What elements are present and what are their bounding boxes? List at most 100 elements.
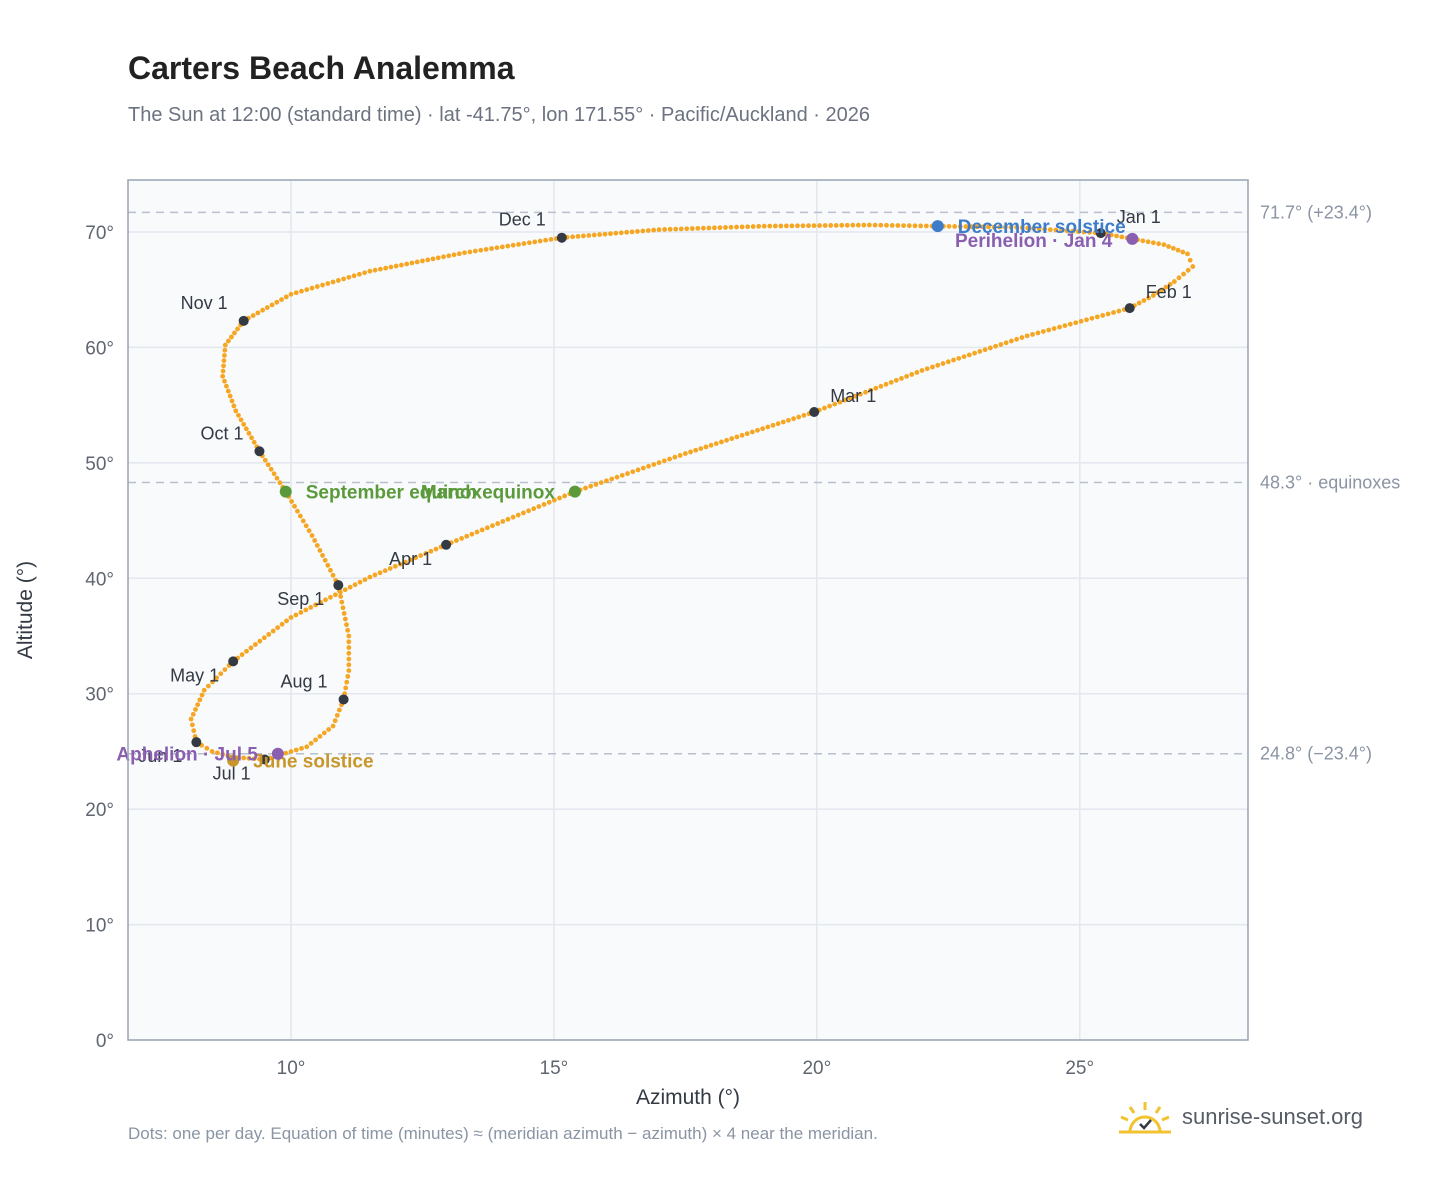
daily-sun-dot	[946, 223, 952, 229]
daily-sun-dot	[673, 226, 679, 232]
event-label: September equinox	[306, 483, 483, 504]
daily-sun-dot	[899, 375, 904, 381]
event-label: Aphelion · Jul 5	[116, 745, 258, 766]
daily-sun-dot	[308, 605, 314, 610]
daily-sun-dot	[991, 224, 997, 230]
daily-sun-dot	[510, 242, 516, 248]
daily-sun-dot	[464, 533, 470, 539]
daily-sun-dot	[1036, 226, 1042, 232]
daily-sun-dot	[832, 401, 838, 407]
daily-sun-dot	[734, 224, 739, 230]
daily-sun-dot	[729, 436, 735, 442]
daily-sun-dot	[306, 528, 312, 534]
daily-sun-dot	[346, 650, 352, 656]
daily-sun-dot	[901, 223, 906, 228]
month-marker	[556, 232, 567, 243]
daily-sun-dot	[404, 261, 410, 267]
daily-sun-dot	[257, 638, 263, 644]
daily-sun-dot	[299, 288, 304, 294]
daily-sun-dot	[392, 563, 398, 569]
daily-sun-dot	[693, 447, 699, 453]
daily-sun-dot	[268, 466, 274, 472]
daily-sun-dot	[541, 502, 547, 507]
daily-sun-dot	[868, 387, 874, 393]
daily-sun-dot	[191, 728, 197, 734]
month-label: Feb 1	[1146, 282, 1192, 302]
month-label: Oct 1	[200, 423, 243, 443]
daily-sun-dot	[330, 723, 336, 729]
daily-sun-dot	[325, 281, 331, 286]
daily-sun-dot	[786, 417, 791, 423]
daily-sun-dot	[299, 745, 304, 751]
daily-sun-dot	[284, 618, 289, 624]
daily-sun-dot	[723, 225, 728, 230]
x-axis-label: Azimuth (°)	[636, 1086, 740, 1109]
daily-sun-dot	[214, 750, 220, 756]
daily-sun-dot	[1008, 338, 1014, 344]
month-label: Apr 1	[389, 549, 432, 569]
daily-sun-dot	[425, 257, 431, 263]
daily-sun-dot	[397, 561, 403, 567]
daily-sun-dot	[195, 702, 201, 708]
daily-sun-dot	[330, 279, 336, 285]
daily-sun-dot	[340, 605, 346, 611]
daily-sun-dot	[221, 363, 226, 369]
daily-sun-dot	[667, 456, 672, 462]
daily-sun-dot	[837, 399, 843, 405]
daily-sun-dot	[822, 405, 827, 411]
brand[interactable]: sunrise-sunset.org	[1118, 1100, 1363, 1134]
daily-sun-dot	[739, 224, 745, 230]
daily-sun-dot	[863, 389, 868, 395]
month-marker	[1124, 303, 1135, 314]
daily-sun-dot	[1040, 329, 1046, 334]
month-marker	[191, 737, 202, 748]
daily-sun-dot	[314, 284, 320, 289]
daily-sun-dot	[1166, 244, 1172, 249]
daily-sun-dot	[293, 747, 299, 753]
daily-sun-dot	[526, 240, 532, 246]
month-marker	[259, 754, 270, 765]
reference-line-label: 48.3° · equinoxes	[1260, 472, 1400, 492]
daily-sun-dot	[827, 403, 832, 409]
daily-sun-dot	[521, 510, 526, 516]
daily-sun-dot	[1089, 315, 1095, 321]
daily-sun-dot	[1155, 290, 1160, 296]
daily-sun-dot	[744, 431, 750, 437]
daily-sun-dot	[712, 225, 717, 231]
daily-sun-dot	[945, 359, 951, 365]
daily-sun-dot	[688, 449, 693, 455]
daily-sun-dot	[339, 599, 345, 605]
daily-sun-dot	[345, 627, 351, 633]
daily-sun-dot	[1019, 335, 1025, 340]
daily-sun-dot	[500, 519, 506, 524]
daily-sun-dot	[262, 457, 268, 463]
daily-sun-dot	[330, 572, 336, 578]
daily-sun-dot	[966, 352, 972, 358]
daily-sun-dot	[510, 514, 516, 520]
daily-sun-dot	[260, 307, 266, 313]
daily-sun-dot	[609, 476, 615, 482]
daily-sun-dot	[1067, 321, 1073, 327]
daily-sun-dot	[204, 745, 210, 751]
daily-sun-dot	[420, 258, 425, 264]
daily-sun-dot	[483, 246, 489, 252]
daily-sun-dot	[352, 582, 358, 588]
daily-sun-dot	[1111, 310, 1116, 315]
daily-sun-dot	[338, 594, 344, 599]
daily-sun-dot	[1181, 271, 1186, 277]
daily-sun-dot	[413, 555, 419, 561]
y-tick-label: 0°	[96, 1031, 114, 1052]
daily-sun-dot	[889, 223, 895, 228]
daily-sun-dot	[292, 503, 297, 509]
daily-sun-dot	[604, 478, 609, 484]
daily-sun-dot	[408, 557, 413, 563]
daily-sun-dot	[235, 326, 240, 332]
daily-sun-dot	[516, 241, 521, 247]
daily-sun-dot	[895, 223, 901, 228]
daily-sun-dot	[980, 224, 986, 230]
daily-sun-dot	[828, 223, 834, 228]
daily-sun-dot	[342, 587, 348, 593]
daily-sun-dot	[251, 756, 257, 762]
daily-sun-dot	[433, 546, 439, 552]
